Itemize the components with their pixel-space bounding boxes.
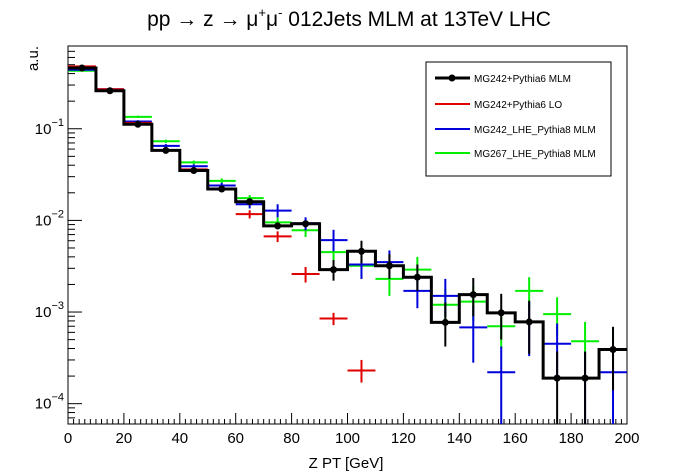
x-tick-label: 160 [503, 430, 528, 447]
x-tick-label: 0 [64, 430, 72, 447]
y-tick-label: 10−4 [35, 392, 64, 413]
data-point [162, 146, 170, 154]
x-tick-label: 100 [335, 430, 360, 447]
x-tick-label: 180 [559, 430, 584, 447]
legend: MG242+Pythia6 MLM MG242+Pythia6 LO MG242_L… [425, 61, 612, 177]
data-point [190, 167, 198, 175]
x-axis-title: Z PT [GeV] [309, 455, 384, 472]
data-point [469, 291, 477, 299]
x-tick-label: 60 [227, 430, 244, 447]
x-tick-label: 120 [391, 430, 416, 447]
data-point [609, 346, 617, 354]
x-tick-label: 20 [116, 430, 133, 447]
data-point [553, 374, 561, 382]
x-tick-label: 80 [283, 430, 300, 447]
data-point [78, 64, 86, 72]
y-tick-label: 10−2 [35, 208, 64, 229]
x-axis: 0 20 40 60 80 100 120 140 160 180 200 [64, 413, 640, 447]
x-tick-label: 200 [614, 430, 639, 447]
data-point [302, 220, 310, 228]
y-axis-title: a.u. [25, 46, 42, 71]
series-0 [68, 64, 627, 424]
chart-title: pp → z → μ+μ- 012Jets MLM at 13TeV LHC [147, 5, 551, 31]
x-tick-label: 40 [171, 430, 188, 447]
x-tick-label: 140 [447, 430, 472, 447]
series-layer [68, 64, 627, 424]
data-point [274, 222, 282, 230]
data-point [246, 198, 254, 206]
histogram-line [68, 66, 627, 380]
legend-label: MG267_LHE_Pythia8 MLM [474, 149, 596, 160]
data-point [441, 318, 449, 326]
data-point [134, 120, 142, 128]
y-tick-label: 10−3 [35, 300, 64, 321]
legend-label: MG242_LHE_Pythia8 MLM [474, 125, 596, 136]
data-point [357, 247, 365, 255]
legend-label: MG242+Pythia6 LO [474, 100, 562, 111]
legend-label: MG242+Pythia6 MLM [474, 74, 571, 85]
data-point [385, 262, 393, 270]
y-tick-label: 10−1 [35, 117, 64, 138]
data-point [330, 266, 338, 274]
legend-marker [448, 74, 456, 82]
legend-box [425, 61, 612, 177]
data-point [106, 87, 114, 95]
data-point [581, 374, 589, 382]
y-axis: 10−1 10−2 10−3 10−4 [35, 45, 82, 425]
data-point [497, 309, 505, 317]
data-point [413, 273, 421, 281]
data-point [218, 185, 226, 193]
data-point [525, 318, 533, 326]
